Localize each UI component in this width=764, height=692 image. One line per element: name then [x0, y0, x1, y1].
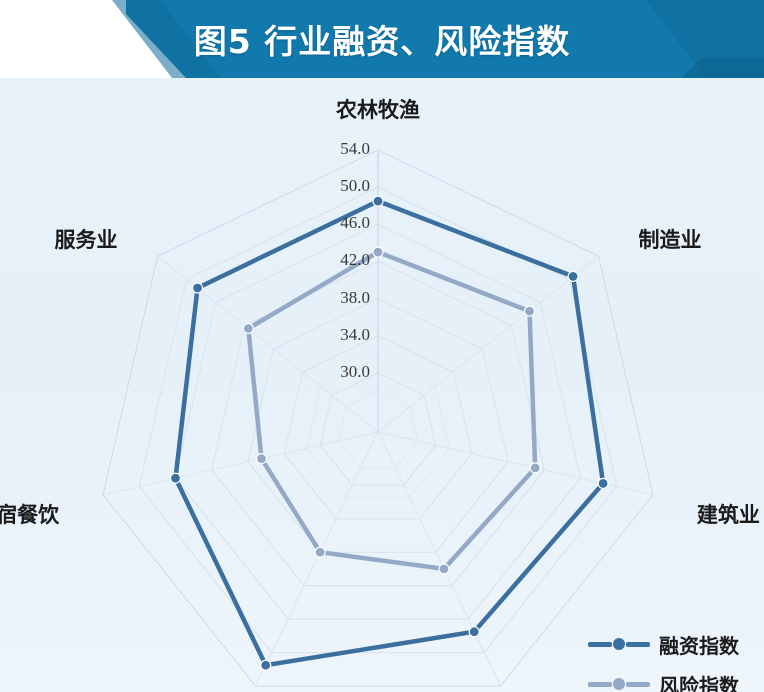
tick-label-3: 42.0: [340, 250, 370, 270]
radar-point-1-0[interactable]: [372, 246, 384, 258]
tick-label-2: 38.0: [340, 287, 370, 307]
radar-ring-42.0: [211, 260, 545, 587]
radar-point-0-2[interactable]: [597, 477, 609, 489]
radar-spoke-3: [377, 431, 501, 687]
legend-item-0[interactable]: 融资指数: [588, 624, 739, 664]
radar-ring-46.0: [174, 223, 582, 620]
legend-swatch-0: [588, 638, 650, 650]
radar-point-1-4[interactable]: [314, 546, 326, 558]
legend-item-1[interactable]: 风险指数: [588, 664, 739, 692]
radar-chart: 农林牧渔 制造业 建筑业 交通运输 批发零售 住宿餐饮 服务业 30.0 34.…: [0, 78, 764, 692]
radar-ring-30.0: [319, 372, 437, 486]
legend-bar-right-1: [626, 682, 650, 687]
radar-point-1-5[interactable]: [255, 453, 268, 465]
legend-dot-0: [613, 638, 625, 650]
tick-label-5: 50.0: [340, 176, 370, 196]
radar-ring-54.0: [102, 149, 654, 687]
radar-series-line-1: [246, 249, 538, 572]
radar-point-0-1[interactable]: [567, 270, 579, 282]
tick-label-0: 30.0: [340, 361, 370, 381]
chart-legend: 融资指数 风险指数: [588, 624, 739, 692]
radar-plot-svg: [102, 149, 654, 687]
legend-bar-left-0: [588, 642, 612, 647]
legend-dot-1: [613, 678, 625, 690]
radar-grid-spokes: [102, 150, 654, 687]
radar-point-0-5[interactable]: [169, 472, 182, 484]
radar-point-0-4[interactable]: [260, 659, 272, 671]
radar-point-0-0[interactable]: [372, 195, 384, 207]
category-label-5: 住宿餐饮: [0, 502, 60, 527]
category-label-1: 制造业: [638, 228, 702, 253]
radar-point-1-3[interactable]: [438, 563, 450, 575]
radar-ring-inner-0: [306, 358, 450, 499]
category-label-2: 建筑业: [696, 502, 760, 527]
radar-ring-inner-1: [337, 390, 419, 470]
radar-point-0-3[interactable]: [468, 626, 480, 638]
category-label-0: 农林牧渔: [336, 98, 420, 122]
banner-shape: [112, 0, 764, 78]
legend-label-0: 融资指数: [659, 633, 739, 658]
radar-point-1-1[interactable]: [523, 305, 536, 317]
radar-ring-34.0: [283, 335, 473, 520]
radar-point-0-6[interactable]: [191, 282, 204, 294]
title-banner: 图5 行业融资、风险指数: [0, 0, 764, 78]
legend-bar-right-0: [626, 642, 650, 647]
legend-label-1: 风险指数: [659, 673, 739, 692]
radar-point-1-6[interactable]: [242, 322, 254, 335]
legend-swatch-1: [588, 678, 650, 690]
tick-label-1: 34.0: [340, 324, 370, 344]
radar-point-1-2[interactable]: [529, 462, 541, 474]
radar-spoke-4: [255, 431, 379, 687]
radar-ring-38.0: [247, 298, 509, 553]
category-label-6: 服务业: [54, 228, 118, 253]
tick-label-4: 46.0: [340, 213, 370, 233]
tick-label-6: 54.0: [340, 139, 370, 158]
legend-bar-left-1: [588, 682, 612, 687]
radar-spoke-5: [102, 431, 379, 496]
radar-spoke-1: [377, 255, 599, 433]
radar-series-line-0: [173, 198, 606, 668]
radar-series-layer: [169, 195, 609, 671]
